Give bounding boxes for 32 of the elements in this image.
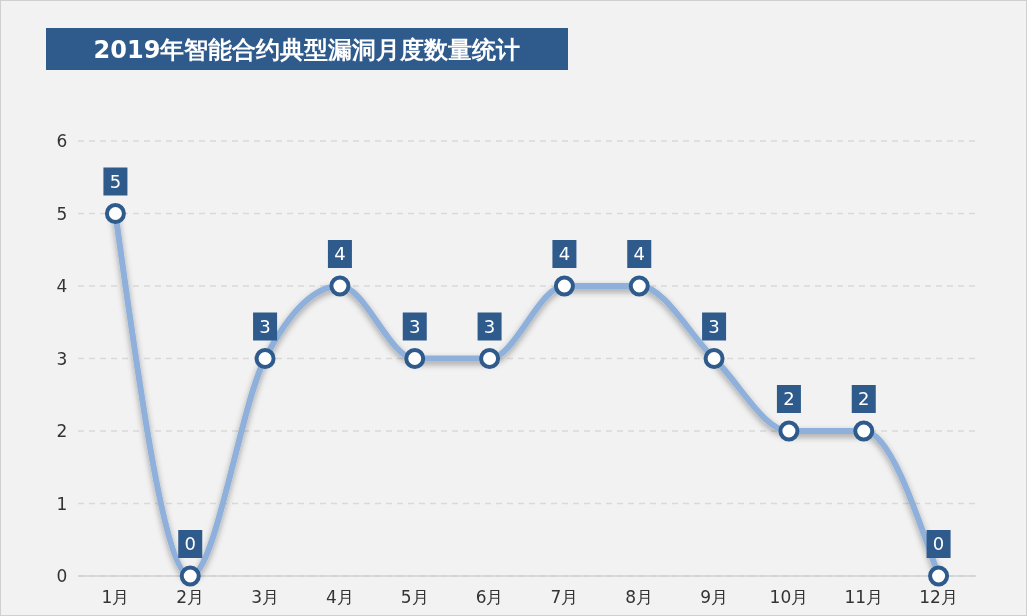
y-tick-label: 1 xyxy=(56,493,68,514)
data-label: 4 xyxy=(558,243,571,264)
x-tick-label: 2月 xyxy=(176,587,205,607)
y-tick-label: 6 xyxy=(56,131,68,151)
x-tick-label: 8月 xyxy=(625,587,654,607)
x-tick-label: 7月 xyxy=(550,587,579,607)
x-tick-label: 1月 xyxy=(101,587,130,607)
data-label: 5 xyxy=(109,170,122,192)
x-tick-label: 5月 xyxy=(400,587,429,607)
data-label: 3 xyxy=(259,315,271,337)
x-tick-label: 9月 xyxy=(700,587,728,607)
y-tick-label: 5 xyxy=(56,203,68,224)
y-tick-label: 4 xyxy=(56,276,68,296)
x-tick-label: 3月 xyxy=(251,587,279,607)
data-label: 2 xyxy=(783,388,795,409)
x-tick-label: 4月 xyxy=(326,587,354,607)
data-label: 0 xyxy=(932,533,945,554)
data-label: 3 xyxy=(409,315,421,337)
data-label: 0 xyxy=(184,533,196,554)
x-tick-label: 11月 xyxy=(844,587,884,607)
x-tick-label: 6月 xyxy=(475,587,504,607)
y-tick-label: 3 xyxy=(56,348,68,369)
chart-title: 2019年智能合约典型漏洞月度数量统计 xyxy=(93,36,521,64)
x-tick-label: 12月 xyxy=(919,587,958,607)
x-tick-label: 10月 xyxy=(769,587,809,607)
data-label: 3 xyxy=(483,315,496,337)
data-label: 2 xyxy=(858,388,870,409)
data-label: 4 xyxy=(633,243,645,264)
data-label: 4 xyxy=(334,243,346,264)
data-label: 3 xyxy=(708,315,720,337)
y-tick-label: 2 xyxy=(56,421,68,441)
y-tick-label: 0 xyxy=(56,566,68,586)
